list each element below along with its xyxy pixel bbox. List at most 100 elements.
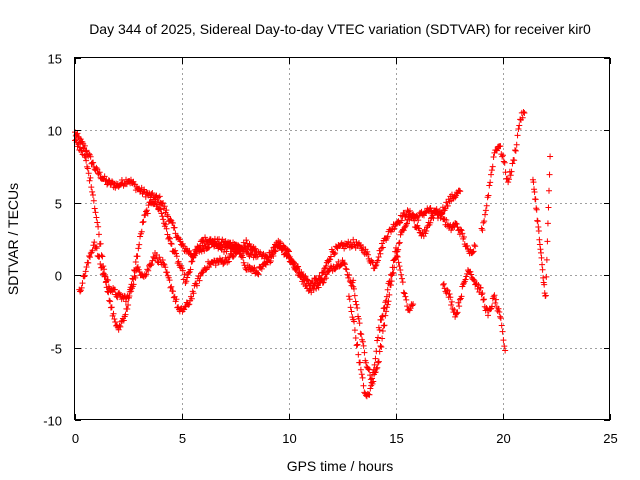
data-point	[395, 246, 402, 253]
data-point	[544, 238, 551, 245]
data-point	[350, 277, 357, 284]
data-point	[384, 233, 391, 240]
data-point	[375, 358, 382, 365]
data-point	[454, 309, 461, 316]
data-point	[482, 207, 489, 214]
data-point	[85, 170, 92, 177]
data-point	[98, 264, 105, 271]
data-point	[140, 218, 147, 225]
data-point	[543, 256, 550, 263]
data-point	[439, 209, 446, 216]
data-point	[327, 256, 334, 263]
data-point	[353, 301, 360, 308]
data-point	[515, 125, 522, 132]
data-point	[83, 263, 90, 270]
data-point	[165, 213, 172, 220]
data-point	[519, 114, 526, 121]
data-point	[136, 241, 143, 248]
data-point	[352, 334, 359, 341]
data-point	[279, 246, 286, 253]
data-point	[478, 291, 485, 298]
data-points	[72, 109, 554, 400]
data-point	[531, 186, 538, 193]
data-point	[498, 322, 505, 329]
data-point	[95, 231, 102, 238]
data-point	[444, 202, 451, 209]
data-point	[399, 279, 406, 286]
data-point	[375, 359, 382, 366]
data-point	[508, 168, 515, 175]
data-point	[270, 253, 277, 260]
data-point	[485, 192, 492, 199]
data-point	[112, 318, 119, 325]
data-point	[458, 293, 465, 300]
data-point	[77, 288, 84, 295]
data-point	[216, 236, 223, 243]
data-point	[167, 284, 174, 291]
data-point	[78, 284, 85, 291]
data-point	[514, 132, 521, 139]
data-point	[108, 304, 115, 311]
data-point	[486, 182, 493, 189]
data-point	[491, 292, 498, 299]
data-point	[482, 211, 489, 218]
data-point	[464, 242, 471, 249]
data-point	[212, 262, 219, 269]
data-point	[369, 259, 376, 266]
data-point	[144, 266, 151, 273]
data-point	[166, 277, 173, 284]
data-point	[173, 250, 180, 257]
data-point	[134, 253, 141, 260]
data-point	[429, 212, 436, 219]
data-point	[383, 304, 390, 311]
data-point	[196, 277, 203, 284]
data-point	[540, 274, 547, 281]
data-point	[411, 217, 418, 224]
data-point	[440, 281, 447, 288]
data-point	[493, 296, 500, 303]
data-point	[404, 303, 411, 310]
data-point	[470, 276, 477, 283]
data-point	[401, 290, 408, 297]
x-axis-label: GPS time / hours	[287, 458, 394, 474]
data-point	[398, 275, 405, 282]
data-point	[162, 264, 169, 271]
data-point	[220, 259, 227, 266]
data-point	[397, 266, 404, 273]
data-point	[75, 141, 82, 148]
data-point	[490, 153, 497, 160]
data-point	[359, 374, 366, 381]
series-sat-c	[76, 237, 260, 315]
data-point	[93, 245, 100, 252]
data-point	[371, 361, 378, 368]
data-point	[107, 298, 114, 305]
data-point	[357, 366, 364, 373]
plot-frame	[74, 57, 610, 420]
data-point	[546, 187, 553, 194]
data-point	[543, 273, 550, 280]
data-point	[501, 159, 508, 166]
data-point	[367, 385, 374, 392]
data-point	[489, 303, 496, 310]
data-point	[541, 281, 548, 288]
data-point	[184, 274, 191, 281]
data-point	[357, 330, 364, 337]
data-point	[359, 338, 366, 345]
data-point	[351, 292, 358, 299]
data-point	[97, 260, 104, 267]
data-point	[114, 294, 121, 301]
series-sat-e	[350, 206, 479, 387]
data-point	[353, 342, 360, 349]
data-point	[331, 251, 338, 258]
data-point	[160, 260, 167, 267]
data-point	[537, 249, 544, 256]
data-point	[386, 291, 393, 298]
data-point	[456, 296, 463, 303]
data-point	[342, 265, 349, 272]
data-point	[286, 254, 292, 261]
data-point	[356, 320, 363, 327]
data-point	[534, 218, 541, 225]
y-axis-label: SDTVAR / TECUs	[5, 183, 21, 295]
data-point	[171, 224, 178, 231]
data-point	[139, 219, 146, 226]
